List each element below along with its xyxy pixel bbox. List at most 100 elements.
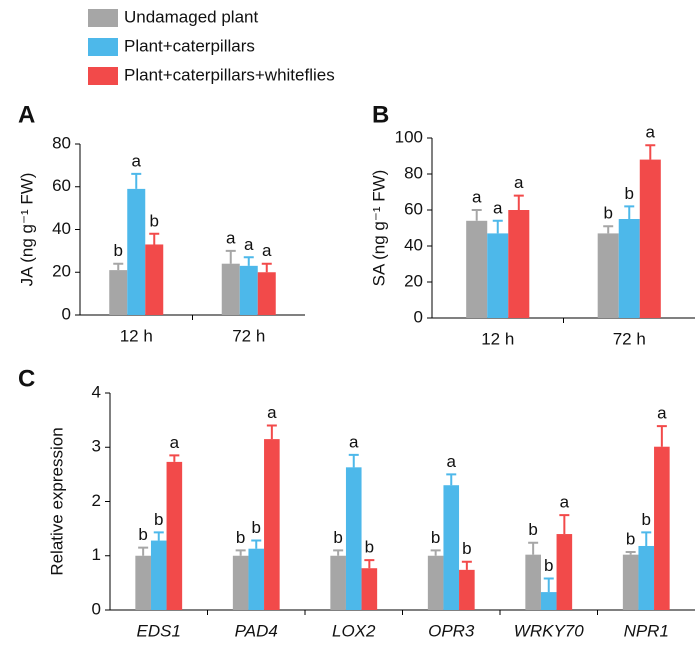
significance-letter: b (626, 529, 635, 548)
significance-letter: b (544, 556, 553, 575)
bar (618, 219, 640, 318)
significance-letter: b (625, 184, 634, 203)
bar (330, 555, 346, 610)
bar (257, 272, 276, 315)
bar (508, 210, 530, 318)
x-tick-label: OPR3 (428, 621, 475, 640)
y-tick-label: 20 (52, 262, 71, 281)
bar (459, 569, 475, 610)
significance-letter: a (349, 432, 359, 451)
error-bar (333, 549, 344, 556)
y-tick-label: 40 (404, 235, 423, 254)
error-bar (471, 209, 482, 221)
y-tick-label: 3 (92, 437, 101, 456)
y-axis-label: SA (ng g⁻¹ FW) (369, 170, 388, 287)
bar (638, 545, 655, 610)
bar (345, 467, 362, 610)
bar (135, 555, 151, 610)
y-tick-label: 40 (52, 219, 71, 238)
error-bar (235, 549, 246, 556)
bar (232, 555, 249, 610)
error-bar (113, 262, 124, 271)
bar (639, 159, 661, 318)
bar (443, 485, 460, 610)
bar (361, 568, 378, 610)
x-tick-label: 72 h (232, 326, 265, 345)
bar (622, 554, 639, 610)
significance-letter: b (333, 528, 342, 547)
legend-label: Undamaged plant (124, 7, 258, 26)
significance-letter: b (150, 211, 159, 230)
error-bar (266, 424, 277, 440)
panel-label: C (18, 365, 35, 392)
bar (597, 233, 619, 318)
y-tick-label: 100 (395, 127, 423, 146)
significance-letter: b (154, 510, 163, 529)
significance-letter: a (472, 187, 482, 206)
error-bar (225, 249, 236, 264)
y-tick-label: 0 (92, 599, 101, 618)
x-tick-label: LOX2 (332, 621, 376, 640)
x-tick-label: NPR1 (624, 621, 669, 640)
significance-letter: a (657, 404, 667, 423)
bar (540, 592, 557, 610)
error-bar (513, 194, 524, 210)
x-tick-label: WRKY70 (514, 621, 584, 640)
bar (427, 555, 444, 610)
significance-letter: b (138, 525, 147, 544)
significance-letter: a (560, 493, 570, 512)
significance-letter: b (236, 528, 245, 547)
x-tick-label: PAD4 (235, 621, 278, 640)
y-axis-label: JA (ng g⁻¹ FW) (17, 173, 36, 287)
error-bar (625, 550, 636, 555)
significance-letter: b (252, 518, 261, 537)
error-bar (149, 232, 160, 245)
panel-label: A (18, 101, 35, 128)
significance-letter: b (528, 520, 537, 539)
y-tick-label: 0 (414, 307, 423, 326)
error-bar (430, 549, 441, 556)
significance-letter: a (646, 123, 656, 142)
significance-letter: a (493, 198, 503, 217)
error-bar (641, 531, 652, 546)
significance-letter: b (642, 510, 651, 529)
legend-swatch (88, 38, 118, 56)
bar (109, 270, 128, 315)
significance-letter: a (244, 235, 254, 254)
significance-letter: b (365, 538, 374, 557)
significance-letter: a (447, 452, 457, 471)
x-tick-label: 72 h (613, 329, 646, 348)
y-tick-label: 80 (404, 163, 423, 182)
error-bar (348, 453, 359, 468)
bar (127, 188, 146, 315)
y-tick-label: 2 (92, 491, 101, 510)
error-bar (645, 144, 656, 160)
bar (166, 461, 183, 610)
x-tick-label: 12 h (481, 329, 514, 348)
significance-letter: a (132, 151, 142, 170)
bar (264, 439, 280, 610)
significance-letter: a (170, 433, 180, 452)
significance-letter: a (226, 228, 236, 247)
error-bar (251, 539, 262, 549)
y-tick-label: 80 (52, 133, 71, 152)
legend-label: Plant+caterpillars (124, 36, 255, 55)
bar (556, 534, 573, 610)
significance-letter: a (514, 173, 524, 192)
y-tick-label: 4 (92, 382, 101, 401)
error-bar (492, 219, 503, 234)
error-bar (261, 262, 272, 273)
bar (239, 265, 258, 315)
error-bar (559, 514, 570, 535)
error-bar (169, 454, 180, 462)
x-tick-label: 12 h (120, 326, 153, 345)
bar (487, 233, 509, 318)
error-bar (138, 546, 149, 556)
error-bar (656, 425, 667, 447)
error-bar (603, 225, 614, 234)
bar (145, 244, 164, 315)
x-tick-label: EDS1 (137, 621, 181, 640)
y-tick-label: 1 (92, 545, 101, 564)
bar (466, 220, 488, 318)
